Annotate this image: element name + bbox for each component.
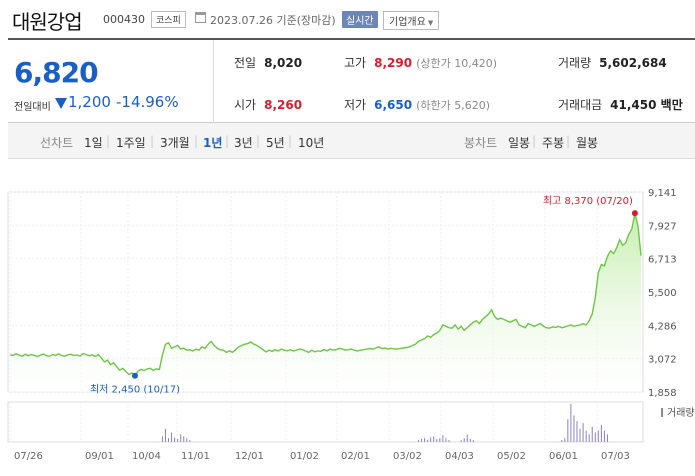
y-tick-label: 6,713 bbox=[648, 255, 677, 266]
volume-value: 5,602,684 bbox=[599, 56, 667, 70]
amount-value: 41,450 백만 bbox=[610, 98, 683, 112]
y-tick-label: 5,500 bbox=[648, 288, 677, 299]
high-value: 8,290 bbox=[374, 56, 413, 70]
company-info-button[interactable]: 기업개요 ▼ bbox=[383, 11, 440, 30]
period-5y[interactable]: 5년 bbox=[266, 136, 285, 150]
x-tick-label: 01/02 bbox=[290, 451, 319, 462]
divider: | bbox=[256, 134, 261, 148]
y-tick-label: 7,927 bbox=[648, 221, 677, 232]
x-tick-label: 04/03 bbox=[445, 451, 474, 462]
base-date: 2023.07.26 기준(장마감) bbox=[210, 14, 336, 27]
change-label: 전일대비 bbox=[14, 102, 51, 113]
open-value: 8,260 bbox=[264, 98, 303, 112]
x-tick-label: 05/02 bbox=[497, 451, 526, 462]
period-10y[interactable]: 10년 bbox=[298, 136, 325, 150]
price-panel: 6,820 전일대비 1,200 -14.96% 전일 8,020 고가 8,290… bbox=[8, 38, 695, 123]
low-value: 6,650 bbox=[374, 98, 413, 112]
open-price: 시가 8,260 bbox=[234, 96, 302, 113]
prev-close: 전일 8,020 bbox=[234, 54, 302, 71]
period-1d[interactable]: 1일 bbox=[84, 136, 103, 150]
volume: 거래량 5,602,684 bbox=[558, 54, 667, 71]
trade-amount: 거래대금 41,450 백만 bbox=[558, 96, 683, 113]
period-3m[interactable]: 3개월 bbox=[160, 136, 190, 150]
x-tick-label: 10/04 bbox=[132, 451, 161, 462]
period-1y[interactable]: 1년 bbox=[203, 136, 223, 150]
divider: | bbox=[194, 134, 199, 148]
x-tick-label: 09/01 bbox=[85, 451, 114, 462]
change-percent: -14.96% bbox=[116, 93, 179, 111]
divider: | bbox=[150, 134, 155, 148]
price-line bbox=[9, 213, 642, 377]
y-tick-label: 9,141 bbox=[648, 188, 677, 199]
x-tick-label: 06/01 bbox=[549, 451, 578, 462]
volume-frame bbox=[7, 401, 644, 443]
x-tick-label: 02/01 bbox=[341, 451, 370, 462]
divider: | bbox=[566, 134, 571, 148]
market-badge: 코스피 bbox=[151, 11, 186, 28]
divider: | bbox=[225, 134, 230, 148]
price-chart[interactable]: 07/26 09/01 10/04 11/01 12/01 01/02 02/01 03/02… bbox=[0, 160, 695, 476]
volume-label: 거래량 bbox=[558, 56, 592, 70]
x-tick-label: 12/01 bbox=[235, 451, 264, 462]
price-chart-svg: 07/26 09/01 10/04 11/01 12/01 01/02 02/01 03/02… bbox=[7, 188, 695, 462]
divider: | bbox=[106, 134, 111, 148]
low-label: 저가 bbox=[344, 98, 367, 112]
high-price: 고가 8,290 (상한가 10,420) bbox=[344, 54, 497, 71]
x-tick-label: 11/01 bbox=[181, 451, 210, 462]
upper-limit: (상한가 10,420) bbox=[416, 57, 497, 70]
divider: | bbox=[532, 134, 537, 148]
current-price-box: 6,820 전일대비 1,200 -14.96% bbox=[8, 40, 214, 123]
down-triangle-icon bbox=[55, 98, 67, 109]
line-chart-label: 선차트 bbox=[40, 136, 74, 150]
company-info-label: 기업개요 bbox=[389, 17, 426, 28]
change-value: 1,200 bbox=[68, 93, 111, 111]
current-price: 6,820 bbox=[14, 56, 99, 89]
divider: | bbox=[288, 134, 293, 148]
x-tick-label: 03/02 bbox=[393, 451, 422, 462]
price-area bbox=[10, 213, 641, 392]
candle-chart-label: 봉차트 bbox=[464, 136, 498, 150]
period-1w[interactable]: 1주일 bbox=[116, 136, 146, 150]
high-label: 고가 bbox=[344, 56, 367, 70]
volume-legend-label: 거래량 bbox=[667, 407, 695, 419]
period-3y[interactable]: 3년 bbox=[234, 136, 253, 150]
open-label: 시가 bbox=[234, 98, 257, 112]
y-tick-label: 1,858 bbox=[648, 388, 677, 399]
stock-name: 대원강업 bbox=[12, 10, 83, 34]
high-label: 최고 8,370 (07/20) bbox=[543, 195, 633, 207]
low-price: 저가 6,650 (하한가 5,620) bbox=[344, 96, 490, 113]
amount-label: 거래대금 bbox=[558, 98, 603, 112]
y-tick-label: 3,072 bbox=[648, 355, 677, 366]
candle-monthly[interactable]: 월봉 bbox=[576, 136, 599, 150]
high-marker bbox=[631, 210, 638, 217]
stock-code: 000430 bbox=[103, 13, 145, 26]
x-tick-label: 07/03 bbox=[601, 451, 630, 462]
candle-weekly[interactable]: 주봉 bbox=[542, 136, 565, 150]
y-tick-label: 4,286 bbox=[648, 321, 677, 332]
prev-close-label: 전일 bbox=[234, 56, 257, 70]
candle-daily[interactable]: 일봉 bbox=[508, 136, 531, 150]
chevron-down-icon: ▼ bbox=[427, 19, 434, 27]
x-tick-label: 07/26 bbox=[14, 451, 43, 462]
low-label: 최저 2,450 (10/17) bbox=[90, 384, 180, 396]
low-marker bbox=[131, 372, 138, 379]
realtime-button[interactable]: 실시간 bbox=[342, 11, 378, 28]
period-bar: 선차트 1일 | 1주일 | 3개월 | 1년 | 3년 | 5년 | 10년 … bbox=[8, 123, 695, 159]
stock-header: 대원강업 000430 코스피 2023.07.26 기준(장마감) 실시간 기… bbox=[0, 0, 695, 38]
lower-limit: (하한가 5,620) bbox=[416, 99, 490, 112]
calendar-icon bbox=[195, 12, 206, 23]
prev-close-value: 8,020 bbox=[264, 56, 303, 70]
volume-legend-icon bbox=[661, 408, 663, 417]
